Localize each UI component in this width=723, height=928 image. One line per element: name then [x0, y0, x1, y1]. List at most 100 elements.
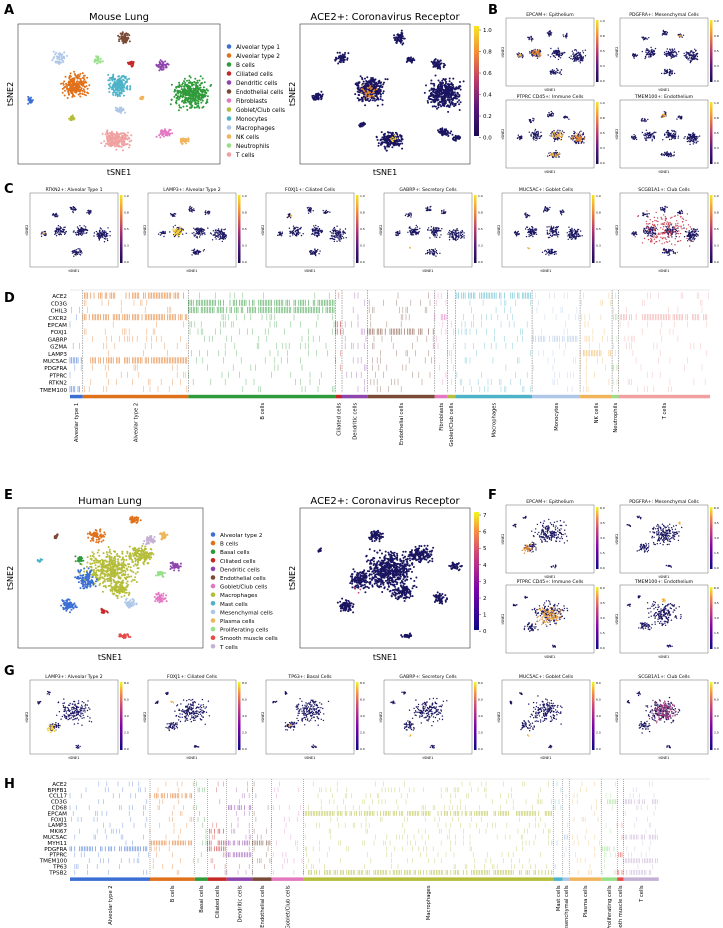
marker-cell	[551, 53, 553, 55]
ace2-positive-cell	[375, 88, 378, 91]
cluster-cell	[199, 98, 202, 101]
marker-cell	[582, 52, 585, 54]
expression-cell	[445, 90, 448, 93]
ace2-positive-cell	[360, 88, 363, 90]
marker-cell	[636, 54, 639, 56]
marker-cell	[673, 56, 675, 58]
marker-cell	[107, 227, 109, 229]
marker-cell	[686, 136, 689, 138]
marker-cell	[93, 232, 96, 234]
marker-cell	[556, 71, 558, 74]
expression-cell	[377, 89, 380, 92]
expression-cell	[401, 43, 404, 46]
marker-positive-cell	[534, 52, 536, 54]
expression-cell	[426, 100, 429, 102]
marker-cell	[698, 135, 701, 137]
cluster-cell	[69, 74, 71, 77]
marker-cell	[685, 54, 687, 56]
cluster-cell	[161, 65, 164, 68]
marker-cell	[529, 52, 531, 54]
cluster-cell	[96, 55, 99, 58]
cluster-cell	[113, 80, 116, 83]
marker-cell	[665, 50, 667, 53]
expression-cell	[459, 81, 461, 83]
marker-cell	[578, 133, 580, 135]
marker-cell	[73, 206, 76, 209]
cluster-cell	[192, 90, 195, 93]
expression-cell	[397, 135, 400, 138]
expression-cell	[434, 105, 437, 108]
marker-cell	[41, 231, 43, 233]
cluster-cell	[173, 90, 176, 93]
cluster-cell	[115, 142, 118, 145]
marker-cell	[645, 37, 647, 40]
cluster-cell	[121, 108, 124, 111]
cluster-cell	[122, 132, 125, 135]
marker-scatter-points	[40, 206, 111, 257]
marker-cell	[215, 235, 217, 238]
cluster-cell	[60, 58, 63, 61]
cluster-cell	[185, 138, 188, 141]
cluster-cell	[121, 90, 123, 92]
expression-cell	[436, 94, 439, 97]
marker-cell	[193, 227, 195, 229]
ace2-positive-cell	[369, 91, 371, 94]
cluster-cell	[178, 85, 181, 88]
marker-colorbar-tick: 0.8	[714, 116, 719, 120]
expression-cell	[430, 101, 433, 104]
marker-cell	[98, 236, 100, 238]
marker-cell	[673, 133, 675, 135]
cluster-cell	[66, 87, 69, 90]
cluster-cell	[71, 88, 73, 91]
cluster-cell	[161, 68, 163, 71]
cluster-cell	[199, 75, 202, 78]
marker-cell	[670, 155, 672, 158]
marker-cell	[646, 38, 648, 40]
cluster-cell	[173, 88, 176, 91]
marker-cell	[695, 141, 698, 144]
marker-cell	[568, 136, 570, 138]
expression-cell	[439, 81, 442, 84]
expression-cell	[440, 129, 443, 132]
cluster-cell	[63, 86, 66, 89]
marker-positive-cell	[580, 137, 582, 139]
marker-positive-cell	[538, 54, 540, 56]
expression-cell	[401, 35, 404, 38]
expression-cell	[449, 132, 452, 135]
cluster-cell	[126, 138, 129, 141]
cluster-cell	[106, 136, 109, 139]
marker-cell	[522, 55, 524, 58]
cluster-cell	[124, 111, 126, 114]
marker-cell	[581, 58, 583, 60]
marker-cell	[69, 206, 72, 209]
marker-ylabel: tSNE2	[143, 225, 147, 236]
cluster-cell	[87, 92, 90, 95]
marker-cell	[578, 131, 581, 133]
marker-cell	[104, 230, 106, 232]
expression-cell	[392, 144, 395, 147]
cluster-cell	[183, 90, 186, 93]
marker-cell	[550, 71, 552, 73]
cluster-cell	[129, 61, 132, 63]
marker-cell	[686, 53, 688, 55]
marker-cell	[90, 209, 92, 212]
marker-cell	[530, 120, 532, 122]
cluster-cell	[159, 132, 162, 135]
cluster-cell	[62, 56, 65, 59]
marker-cell	[63, 233, 66, 235]
cluster-cell	[63, 94, 66, 97]
cluster-cell	[122, 94, 125, 97]
marker-positive-cell	[554, 135, 557, 138]
marker-cell	[695, 140, 697, 142]
cluster-cell	[169, 132, 172, 135]
legend-label: NK cells	[236, 135, 259, 141]
expression-cell	[437, 85, 439, 88]
marker-cell	[572, 53, 574, 55]
marker-cell	[651, 48, 653, 51]
marker-positive-cell	[583, 137, 585, 139]
marker-colorbar	[596, 102, 599, 164]
expression-cell	[374, 78, 377, 81]
cluster-cell	[113, 138, 116, 140]
marker-cell	[554, 51, 556, 53]
expression-cell	[391, 133, 394, 136]
